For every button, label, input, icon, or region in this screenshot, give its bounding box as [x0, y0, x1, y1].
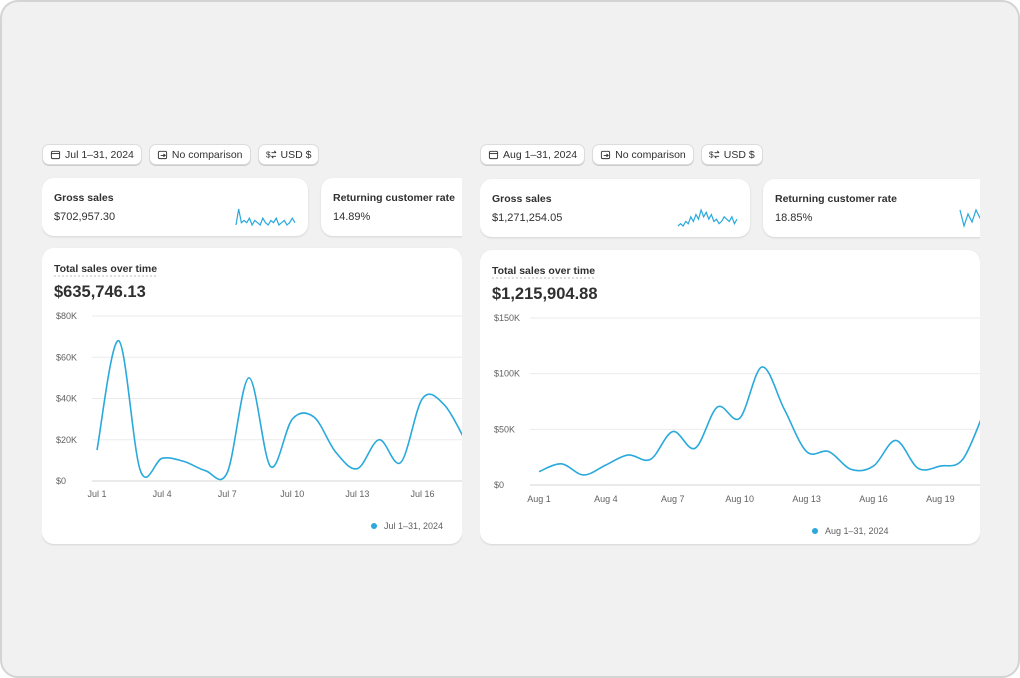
- icon: [601, 150, 611, 160]
- metric-card: Gross sales $1,271,254.05: [480, 179, 750, 237]
- sales-line: [538, 366, 980, 476]
- dashboard-panel: Aug 1–31, 2024 No comparison $ USD $ Gross s…: [480, 140, 980, 546]
- y-tick-label: $60K: [56, 352, 77, 362]
- y-tick-label: $80K: [56, 311, 77, 321]
- filter-bar: Aug 1–31, 2024 No comparison $ USD $: [480, 144, 763, 165]
- sales-line: [96, 339, 462, 481]
- x-tick-label: Aug 16: [859, 494, 888, 504]
- svg-text:$: $: [266, 150, 271, 159]
- sparkline: [677, 208, 738, 227]
- metric-card: Returning customer rate 18.85%: [763, 179, 980, 237]
- metric-label: Returning customer rate: [775, 193, 897, 205]
- chart-card: Total sales over time $1,215,904.88 $0 $50K…: [480, 250, 980, 544]
- x-tick-label: Jul 1: [87, 489, 106, 499]
- metric-label: Gross sales: [54, 192, 114, 204]
- button-label: Aug 1–31, 2024: [503, 148, 578, 161]
- y-tick-label: $0: [56, 476, 66, 486]
- button-label: Jul 1–31, 2024: [65, 148, 134, 161]
- y-tick-label: $40K: [56, 394, 77, 404]
- metric-value: $1,271,254.05: [492, 212, 563, 224]
- x-tick-label: Jul 4: [153, 489, 172, 499]
- button-label: No comparison: [171, 148, 243, 161]
- sparkline-chart: [235, 208, 296, 227]
- metric-value: 18.85%: [775, 212, 813, 224]
- x-tick-label: Aug 10: [725, 494, 754, 504]
- metric-label: Gross sales: [492, 193, 552, 205]
- dashboard-panel: Jul 1–31, 2024 No comparison $ USD $ Gross s…: [42, 140, 462, 546]
- sparkline: [235, 208, 296, 227]
- y-tick-label: $0: [494, 480, 504, 490]
- metric-card: Returning customer rate 14.89%: [321, 178, 462, 236]
- legend-swatch: [812, 528, 818, 534]
- date-filter-button[interactable]: Aug 1–31, 2024: [480, 144, 586, 165]
- chart-total: $1,215,904.88: [492, 285, 598, 303]
- metric-value: 14.89%: [333, 211, 371, 223]
- chart-card: Total sales over time $635,746.13 $0 $20K $4…: [42, 248, 462, 544]
- comparison-button[interactable]: No comparison: [148, 144, 251, 165]
- x-tick-label: Aug 1: [527, 494, 551, 504]
- svg-text:$: $: [709, 150, 714, 159]
- y-tick-label: $20K: [56, 435, 77, 445]
- button-label: USD $: [280, 148, 312, 161]
- x-tick-label: Aug 19: [926, 494, 955, 504]
- chart-title: Total sales over time: [54, 263, 157, 275]
- x-tick-label: Aug 7: [661, 494, 685, 504]
- button-label: No comparison: [615, 148, 686, 161]
- legend-label: Jul 1–31, 2024: [384, 521, 443, 531]
- legend-swatch: [371, 523, 377, 529]
- currency-button[interactable]: $ USD $: [700, 144, 763, 165]
- icon: [488, 150, 499, 160]
- date-filter-button[interactable]: Jul 1–31, 2024: [42, 144, 142, 165]
- currency-button[interactable]: $ USD $: [257, 144, 320, 165]
- sparkline-chart: [959, 208, 980, 229]
- metric-label: Returning customer rate: [333, 192, 455, 204]
- y-tick-label: $150K: [494, 313, 520, 323]
- sparkline: [959, 208, 980, 229]
- x-tick-label: Jul 16: [410, 489, 434, 499]
- chart: Total sales over time $1,215,904.88 $0 $50K…: [492, 265, 980, 536]
- button-label: USD $: [723, 148, 755, 161]
- metric-value: $702,957.30: [54, 211, 116, 223]
- sparkline-chart: [677, 208, 738, 227]
- legend-label: Aug 1–31, 2024: [825, 526, 889, 536]
- y-tick-label: $50K: [494, 424, 515, 434]
- chart: Total sales over time $635,746.13 $0 $20K $4…: [54, 263, 462, 531]
- x-tick-label: Jul 7: [218, 489, 237, 499]
- x-tick-label: Jul 13: [345, 489, 369, 499]
- icon: $: [266, 150, 276, 159]
- comparison-button[interactable]: No comparison: [592, 144, 694, 165]
- metric-card: Gross sales $702,957.30: [42, 178, 308, 236]
- x-tick-label: Aug 4: [594, 494, 618, 504]
- x-tick-label: Aug 13: [792, 494, 821, 504]
- icon: [50, 150, 61, 160]
- icon: [157, 150, 167, 160]
- y-tick-label: $100K: [494, 369, 520, 379]
- x-tick-label: Jul 10: [280, 489, 304, 499]
- chart-title: Total sales over time: [492, 265, 595, 277]
- chart-total: $635,746.13: [54, 283, 146, 301]
- filter-bar: Jul 1–31, 2024 No comparison $ USD $: [42, 144, 320, 165]
- icon: $: [709, 150, 720, 159]
